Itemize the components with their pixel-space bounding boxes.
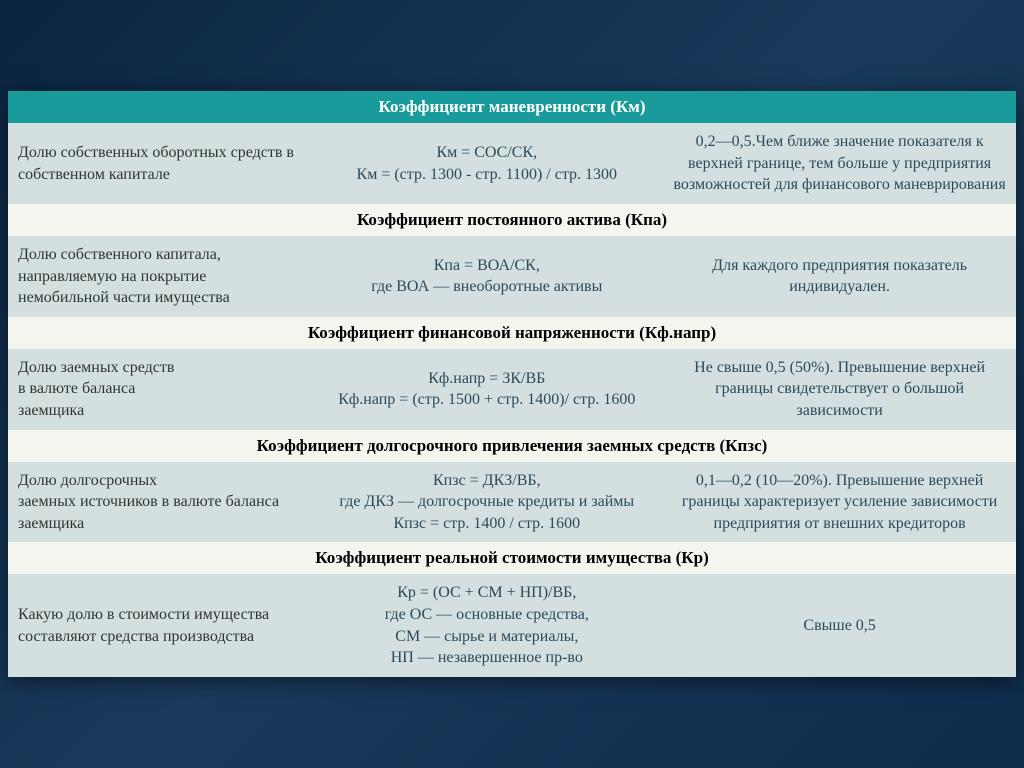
formula-cell: Кф.напр = ЗК/ВБКф.напр = (стр. 1500 + ст… (310, 349, 663, 430)
section-header-row: Коэффициент постоянного актива (Кпа) (8, 204, 1016, 236)
formula-cell: Кпа = ВОА/СК,где ВОА — внеоборотные акти… (310, 236, 663, 317)
description-cell: Долю собственного капитала, направляемую… (8, 236, 310, 317)
description-cell: Какую долю в стоимости имущества составл… (8, 574, 310, 676)
main-header-row: Коэффициент маневренности (Км) (8, 91, 1016, 123)
coefficients-table: Коэффициент маневренности (Км) Долю собс… (8, 91, 1016, 677)
description-cell: Долю собственных оборотных средств в соб… (8, 123, 310, 204)
norm-cell: 0,1—0,2 (10—20%). Превышение верхней гра… (663, 462, 1016, 543)
table-row: Какую долю в стоимости имущества составл… (8, 574, 1016, 676)
norm-cell: Не свыше 0,5 (50%). Превышение верхней г… (663, 349, 1016, 430)
table-row: Долю заемных средствв валюте балансазаем… (8, 349, 1016, 430)
table-row: Долю собственных оборотных средств в соб… (8, 123, 1016, 204)
section-header-row: Коэффициент реальной стоимости имущества… (8, 542, 1016, 574)
coefficients-table-container: Коэффициент маневренности (Км) Долю собс… (8, 91, 1016, 677)
formula-cell: Кпзс = ДКЗ/ВБ,где ДКЗ — долгосрочные кре… (310, 462, 663, 543)
formula-cell: Кр = (ОС + СМ + НП)/ВБ,где ОС — основные… (310, 574, 663, 676)
table-row: Долю долгосрочныхзаемных источников в ва… (8, 462, 1016, 543)
section-header-row: Коэффициент долгосрочного привлечения за… (8, 430, 1016, 462)
section-header-cell: Коэффициент реальной стоимости имущества… (8, 542, 1016, 574)
section-header-cell: Коэффициент постоянного актива (Кпа) (8, 204, 1016, 236)
norm-cell: 0,2—0,5.Чем ближе значение показателя к … (663, 123, 1016, 204)
description-cell: Долю заемных средствв валюте балансазаем… (8, 349, 310, 430)
section-header-cell: Коэффициент финансовой напряженности (Кф… (8, 317, 1016, 349)
description-cell: Долю долгосрочныхзаемных источников в ва… (8, 462, 310, 543)
main-header-cell: Коэффициент маневренности (Км) (8, 91, 1016, 123)
norm-cell: Свыше 0,5 (663, 574, 1016, 676)
table-row: Долю собственного капитала, направляемую… (8, 236, 1016, 317)
norm-cell: Для каждого предприятия показательиндиви… (663, 236, 1016, 317)
table-body: Коэффициент маневренности (Км) Долю собс… (8, 91, 1016, 677)
section-header-cell: Коэффициент долгосрочного привлечения за… (8, 430, 1016, 462)
formula-cell: Км = СОС/СК,Км = (стр. 1300 - стр. 1100)… (310, 123, 663, 204)
section-header-row: Коэффициент финансовой напряженности (Кф… (8, 317, 1016, 349)
